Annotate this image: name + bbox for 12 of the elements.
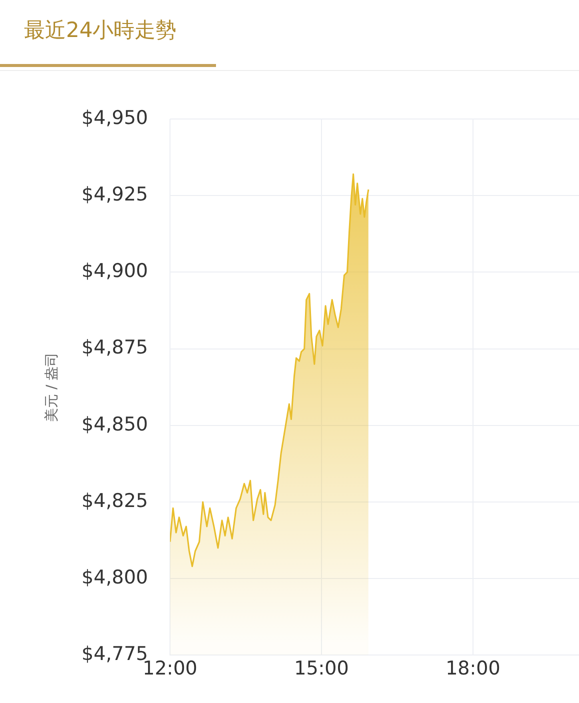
- y-tick-label: $4,900: [82, 260, 148, 282]
- y-tick-label: $4,775: [82, 643, 148, 666]
- x-tick-label: 18:00: [446, 658, 500, 680]
- y-tick-label: $4,825: [82, 490, 148, 512]
- y-tick-label: $4,850: [82, 413, 148, 436]
- y-tick-label: $4,950: [82, 106, 148, 129]
- y-tick-label: $4,800: [82, 566, 148, 589]
- chart-title: 最近24小時走勢: [24, 17, 177, 44]
- y-tick-label: $4,925: [82, 184, 148, 206]
- x-tick-label: 15:00: [294, 658, 349, 680]
- y-tick-label: $4,875: [82, 336, 148, 359]
- y-axis-title: 美元 / 盎司: [44, 352, 60, 422]
